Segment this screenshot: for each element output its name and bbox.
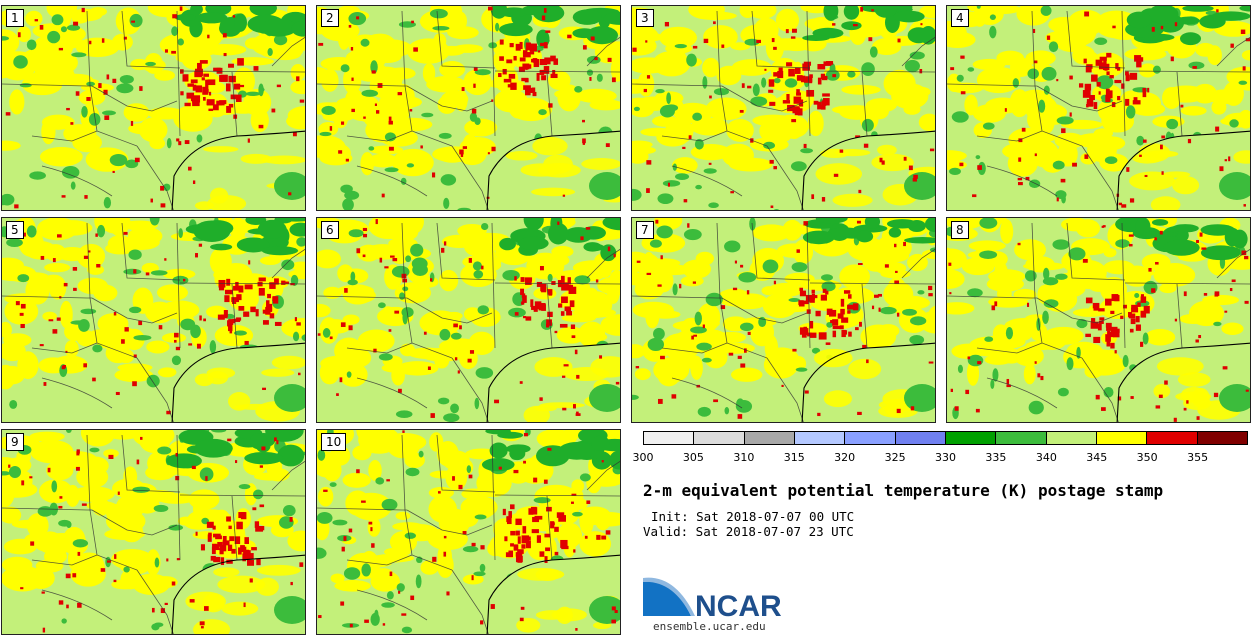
panel-number-label: 1 xyxy=(6,9,24,27)
field-map xyxy=(317,6,620,210)
color-swatch xyxy=(744,432,795,444)
color-swatch xyxy=(895,432,946,444)
color-scale-bar xyxy=(643,431,1248,445)
tick-label: 325 xyxy=(884,451,906,464)
field-map xyxy=(947,218,1250,422)
tick-label: 315 xyxy=(783,451,805,464)
panel-number-label: 4 xyxy=(951,9,969,27)
panel-number-label: 8 xyxy=(951,221,969,239)
map-panel: 5 xyxy=(1,217,306,423)
panel-number-label: 5 xyxy=(6,221,24,239)
tick-label: 350 xyxy=(1136,451,1158,464)
tick-label: 335 xyxy=(985,451,1007,464)
field-map xyxy=(632,6,935,210)
panel-number-label: 6 xyxy=(321,221,339,239)
init-time: Init: Sat 2018-07-07 00 UTC xyxy=(651,509,855,524)
color-swatch xyxy=(1046,432,1097,444)
map-panel: 10 xyxy=(316,429,621,635)
color-swatch xyxy=(1197,432,1247,444)
field-map xyxy=(317,218,620,422)
tick-label: 340 xyxy=(1035,451,1057,464)
tick-label: 355 xyxy=(1187,451,1209,464)
panel-number-label: 2 xyxy=(321,9,339,27)
panel-number-label: 9 xyxy=(6,433,24,451)
tick-label: 320 xyxy=(834,451,856,464)
tick-label: 345 xyxy=(1086,451,1108,464)
field-map xyxy=(632,218,935,422)
map-panel: 9 xyxy=(1,429,306,635)
tick-label: 330 xyxy=(935,451,956,464)
map-panel: 8 xyxy=(946,217,1251,423)
field-map xyxy=(2,218,305,422)
panel-number-label: 10 xyxy=(321,433,347,451)
map-panel: 2 xyxy=(316,5,621,211)
map-panel: 7 xyxy=(631,217,936,423)
map-panel: 3 xyxy=(631,5,936,211)
svg-text:NCAR: NCAR xyxy=(695,590,782,622)
color-swatch xyxy=(644,432,695,444)
map-panel: 1 xyxy=(1,5,306,211)
color-swatch xyxy=(845,432,896,444)
color-swatch xyxy=(945,432,997,444)
map-panel: 6 xyxy=(316,217,621,423)
panel-number-label: 3 xyxy=(636,9,654,27)
color-scale-ticks: 300 305 310 315 320 325 330 335 340 345 350 355 xyxy=(633,451,1248,465)
ncar-logo: NCAR xyxy=(643,576,803,623)
tick-label: 300 xyxy=(632,451,654,464)
logo-url: ensemble.ucar.edu xyxy=(653,620,766,633)
field-map xyxy=(317,430,620,634)
color-swatch xyxy=(794,432,846,444)
map-panel: 4 xyxy=(946,5,1251,211)
color-swatch xyxy=(694,432,745,444)
valid-time: Valid: Sat 2018-07-07 23 UTC xyxy=(643,524,854,539)
tick-label: 305 xyxy=(682,451,704,464)
field-map xyxy=(2,430,305,634)
color-swatch xyxy=(996,432,1047,444)
figure-title: 2-m equivalent potential temperature (K)… xyxy=(643,481,1164,500)
field-map xyxy=(947,6,1250,210)
color-swatch xyxy=(1147,432,1198,444)
color-swatch xyxy=(1096,432,1148,444)
panel-number-label: 7 xyxy=(636,221,654,239)
tick-label: 310 xyxy=(733,451,755,464)
field-map xyxy=(2,6,305,210)
